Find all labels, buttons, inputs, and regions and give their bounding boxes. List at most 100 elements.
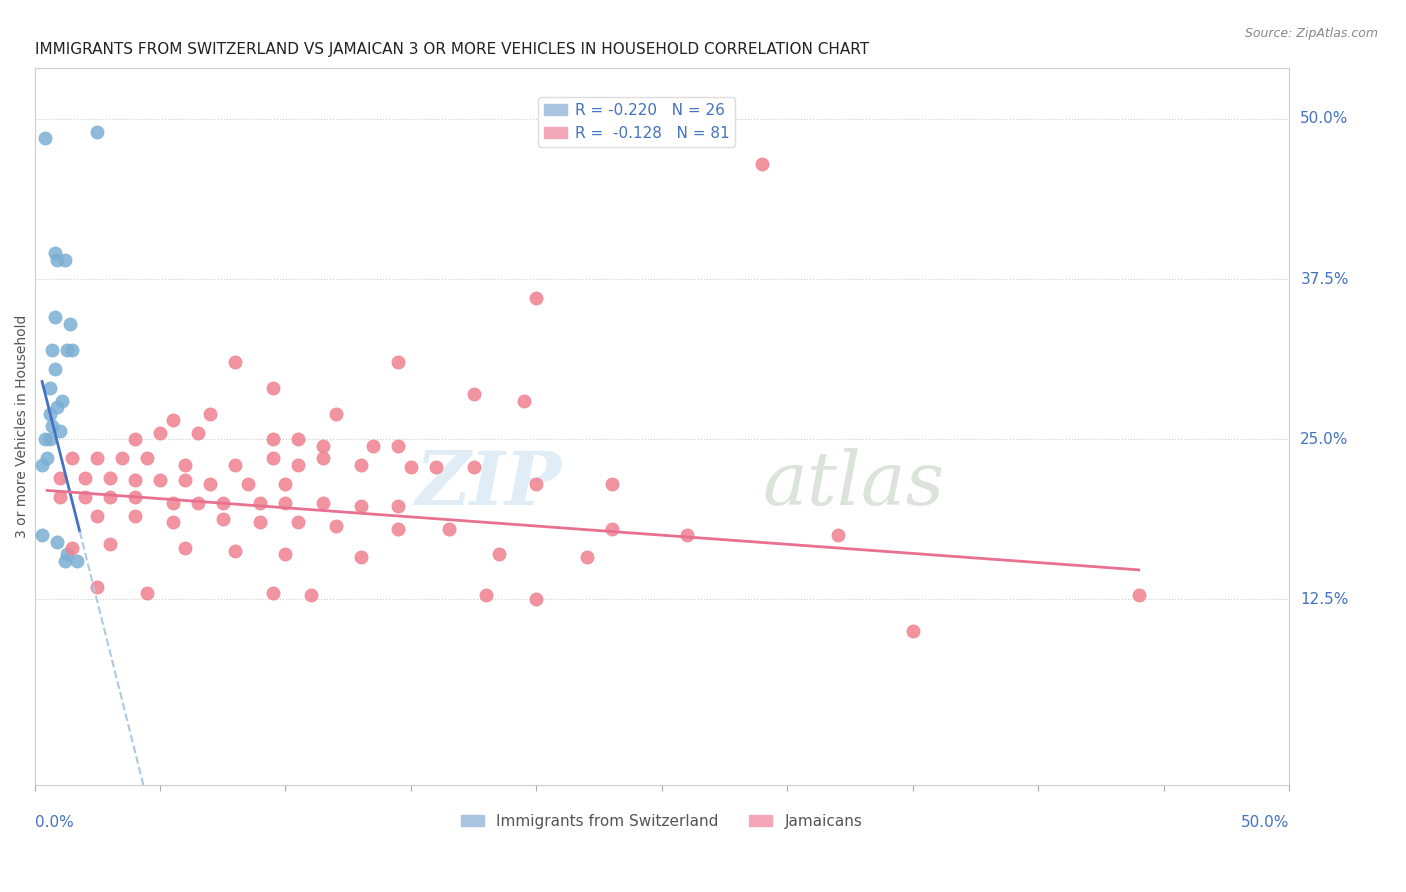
- Point: [59, 317, 82, 331]
- Text: 50.0%: 50.0%: [1301, 112, 1348, 127]
- Point: [44, 246, 66, 260]
- Point: [901, 624, 924, 639]
- Text: atlas: atlas: [762, 448, 945, 520]
- Point: [34, 432, 56, 446]
- Point: [149, 473, 172, 487]
- Point: [262, 586, 284, 600]
- Point: [60, 541, 83, 555]
- Point: [211, 511, 233, 525]
- Text: 0.0%: 0.0%: [35, 814, 73, 830]
- Point: [387, 522, 409, 536]
- Point: [425, 460, 447, 475]
- Point: [262, 432, 284, 446]
- Point: [44, 361, 66, 376]
- Point: [73, 490, 96, 504]
- Point: [363, 439, 385, 453]
- Point: [86, 125, 108, 139]
- Point: [224, 458, 246, 472]
- Point: [325, 519, 347, 533]
- Point: [399, 460, 422, 475]
- Point: [46, 534, 69, 549]
- Point: [98, 537, 121, 551]
- Point: [262, 451, 284, 466]
- Point: [60, 451, 83, 466]
- Point: [149, 425, 172, 440]
- Text: IMMIGRANTS FROM SWITZERLAND VS JAMAICAN 3 OR MORE VEHICLES IN HOUSEHOLD CORRELAT: IMMIGRANTS FROM SWITZERLAND VS JAMAICAN …: [35, 42, 869, 57]
- Point: [124, 490, 146, 504]
- Point: [174, 473, 197, 487]
- Point: [236, 477, 259, 491]
- Point: [249, 496, 271, 510]
- Point: [827, 528, 849, 542]
- Text: ZIP: ZIP: [415, 448, 561, 520]
- Point: [387, 499, 409, 513]
- Point: [56, 343, 79, 357]
- Point: [56, 548, 79, 562]
- Point: [350, 458, 373, 472]
- Point: [124, 473, 146, 487]
- Point: [437, 522, 460, 536]
- Point: [1128, 589, 1150, 603]
- Point: [200, 407, 222, 421]
- Point: [262, 381, 284, 395]
- Point: [526, 592, 548, 607]
- Point: [526, 477, 548, 491]
- Point: [41, 419, 63, 434]
- Point: [325, 407, 347, 421]
- Point: [124, 509, 146, 524]
- Point: [463, 387, 485, 401]
- Point: [526, 291, 548, 305]
- Point: [66, 554, 89, 568]
- Point: [98, 470, 121, 484]
- Point: [41, 343, 63, 357]
- Point: [312, 496, 335, 510]
- Point: [287, 432, 309, 446]
- Point: [86, 451, 108, 466]
- Point: [224, 543, 246, 558]
- Point: [136, 451, 159, 466]
- Point: [98, 490, 121, 504]
- Point: [162, 516, 184, 530]
- Point: [38, 432, 60, 446]
- Point: [287, 458, 309, 472]
- Point: [751, 157, 773, 171]
- Point: [124, 432, 146, 446]
- Point: [600, 522, 623, 536]
- Point: [31, 458, 53, 472]
- Point: [387, 439, 409, 453]
- Point: [86, 509, 108, 524]
- Point: [299, 589, 322, 603]
- Point: [53, 554, 76, 568]
- Point: [51, 393, 73, 408]
- Point: [274, 496, 297, 510]
- Point: [86, 580, 108, 594]
- Point: [287, 516, 309, 530]
- Point: [249, 516, 271, 530]
- Point: [211, 496, 233, 510]
- Point: [44, 310, 66, 325]
- Legend: Immigrants from Switzerland, Jamaicans: Immigrants from Switzerland, Jamaicans: [456, 807, 869, 835]
- Point: [31, 528, 53, 542]
- Point: [46, 400, 69, 414]
- Point: [200, 477, 222, 491]
- Point: [37, 451, 59, 466]
- Y-axis label: 3 or more Vehicles in Household: 3 or more Vehicles in Household: [15, 315, 30, 538]
- Text: Source: ZipAtlas.com: Source: ZipAtlas.com: [1244, 27, 1378, 40]
- Text: 12.5%: 12.5%: [1301, 591, 1348, 607]
- Point: [475, 589, 498, 603]
- Point: [174, 541, 197, 555]
- Point: [387, 355, 409, 369]
- Point: [187, 425, 209, 440]
- Point: [676, 528, 699, 542]
- Point: [350, 549, 373, 564]
- Point: [274, 477, 297, 491]
- Point: [224, 355, 246, 369]
- Point: [350, 499, 373, 513]
- Point: [312, 451, 335, 466]
- Point: [48, 470, 70, 484]
- Point: [513, 393, 536, 408]
- Point: [463, 460, 485, 475]
- Point: [46, 252, 69, 267]
- Point: [187, 496, 209, 510]
- Point: [38, 381, 60, 395]
